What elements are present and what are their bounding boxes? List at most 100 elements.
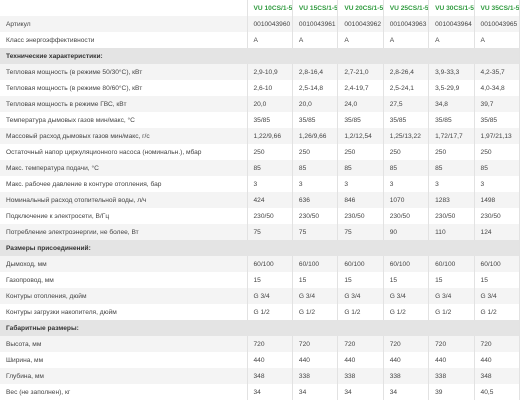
cell: 338 bbox=[383, 368, 430, 384]
cell: 3 bbox=[337, 176, 384, 192]
cell: 15 bbox=[247, 272, 293, 288]
row-label: Потребление электроэнергии, не более, Вт bbox=[0, 224, 248, 240]
cell: 4,2-35,7 bbox=[474, 64, 520, 80]
cell: 846 bbox=[337, 192, 384, 208]
cell: 35/85 bbox=[292, 112, 339, 128]
row-label: Остаточный напор циркуляционного насоса … bbox=[0, 144, 248, 160]
cell: 230/50 bbox=[292, 208, 339, 224]
cell: 85 bbox=[337, 160, 384, 176]
cell: G 3/4 bbox=[292, 288, 339, 304]
row-label: Дымоход, мм bbox=[0, 256, 248, 272]
data-row: Подключение к электросети, В/Гц 230/50 230… bbox=[0, 208, 520, 224]
cell: 34 bbox=[292, 384, 339, 400]
cell: 1283 bbox=[428, 192, 475, 208]
data-row: Макс. температура подачи, °C 85 85 85 85 85 85 bbox=[0, 160, 520, 176]
cell: 230/50 bbox=[337, 208, 384, 224]
data-row: Температура дымовых газов мин/макс, °C 35… bbox=[0, 112, 520, 128]
cell: 250 bbox=[247, 144, 293, 160]
cell: 60/100 bbox=[474, 256, 520, 272]
row-label: Тепловая мощность (в режиме 80/60°C), кВ… bbox=[0, 80, 248, 96]
cell: 230/50 bbox=[383, 208, 430, 224]
cell: 2,9-10,9 bbox=[247, 64, 293, 80]
cell: 2,5-24,1 bbox=[383, 80, 430, 96]
cell: 85 bbox=[292, 160, 339, 176]
cell: A bbox=[292, 32, 339, 48]
row-label: Тепловая мощность (в режиме 50/30°C), кВ… bbox=[0, 64, 248, 80]
row-label: Глубина, мм bbox=[0, 368, 248, 384]
cell: G 3/4 bbox=[247, 288, 293, 304]
cell: 60/100 bbox=[383, 256, 430, 272]
cell: 0010043960 bbox=[247, 16, 293, 32]
section-row: Габаритные размеры: bbox=[0, 320, 520, 336]
data-row: Потребление электроэнергии, не более, Вт… bbox=[0, 224, 520, 240]
cell: 338 bbox=[428, 368, 475, 384]
section-title: Габаритные размеры: bbox=[0, 320, 520, 336]
cell: 250 bbox=[337, 144, 384, 160]
row-label: Макс. рабочее давление в контуре отоплен… bbox=[0, 176, 248, 192]
cell: 85 bbox=[383, 160, 430, 176]
cell: 60/100 bbox=[247, 256, 293, 272]
cell: 338 bbox=[337, 368, 384, 384]
column-header: VU 30CS/1-5 bbox=[428, 0, 475, 16]
cell: 250 bbox=[474, 144, 520, 160]
cell: 636 bbox=[292, 192, 339, 208]
row-label: Ширина, мм bbox=[0, 352, 248, 368]
cell: 2,8-26,4 bbox=[383, 64, 430, 80]
cell: 3 bbox=[383, 176, 430, 192]
cell: 3,5-29,9 bbox=[428, 80, 475, 96]
data-row: Класс энергоэффективности A A A A A A bbox=[0, 32, 520, 48]
cell: 39 bbox=[428, 384, 475, 400]
cell: G 3/4 bbox=[337, 288, 384, 304]
cell: 0010043962 bbox=[337, 16, 384, 32]
data-row: Вес (не заполнен), кг 34 34 34 34 39 40,5 bbox=[0, 384, 520, 400]
row-label: Массовый расход дымовых газов мин/макс, … bbox=[0, 128, 248, 144]
cell: 1070 bbox=[383, 192, 430, 208]
cell: G 1/2 bbox=[383, 304, 430, 320]
cell: 2,7-21,0 bbox=[337, 64, 384, 80]
cell: 110 bbox=[428, 224, 475, 240]
cell: 75 bbox=[247, 224, 293, 240]
row-label: Тепловая мощность в режиме ГВС, кВт bbox=[0, 96, 248, 112]
cell: 1498 bbox=[474, 192, 520, 208]
cell: G 1/2 bbox=[474, 304, 520, 320]
cell: 720 bbox=[337, 336, 384, 352]
cell: G 1/2 bbox=[337, 304, 384, 320]
cell: 34 bbox=[383, 384, 430, 400]
cell: G 3/4 bbox=[428, 288, 475, 304]
cell: 1,72/17,7 bbox=[428, 128, 475, 144]
column-header: VU 35CS/1-5 bbox=[474, 0, 520, 16]
section-title: Технические характеристики: bbox=[0, 48, 520, 64]
data-row: Тепловая мощность в режиме ГВС, кВт 20,0 2… bbox=[0, 96, 520, 112]
cell: A bbox=[337, 32, 384, 48]
cell: 60/100 bbox=[428, 256, 475, 272]
cell: 230/50 bbox=[247, 208, 293, 224]
data-row: Ширина, мм 440 440 440 440 440 440 bbox=[0, 352, 520, 368]
cell: 3 bbox=[247, 176, 293, 192]
cell: 440 bbox=[247, 352, 293, 368]
cell: 1,97/21,13 bbox=[474, 128, 520, 144]
data-row: Дымоход, мм 60/100 60/100 60/100 60/100 60/10… bbox=[0, 256, 520, 272]
cell: 85 bbox=[474, 160, 520, 176]
cell: 720 bbox=[383, 336, 430, 352]
cell: 35/85 bbox=[337, 112, 384, 128]
data-row: Контуры загрузки накопителя, дюйм G 1/2 G … bbox=[0, 304, 520, 320]
cell: 15 bbox=[383, 272, 430, 288]
column-header: VU 20CS/1-5 bbox=[337, 0, 384, 16]
column-header: VU 25CS/1-5 bbox=[383, 0, 430, 16]
section-row: Технические характеристики: bbox=[0, 48, 520, 64]
cell: 3,9-33,3 bbox=[428, 64, 475, 80]
cell: 0010043964 bbox=[428, 16, 475, 32]
cell: 348 bbox=[247, 368, 293, 384]
cell: 15 bbox=[428, 272, 475, 288]
row-label: Температура дымовых газов мин/макс, °C bbox=[0, 112, 248, 128]
cell: G 3/4 bbox=[383, 288, 430, 304]
data-row: Тепловая мощность (в режиме 50/30°C), кВ… bbox=[0, 64, 520, 80]
header-row: VU 10CS/1-5 VU 15CS/1-5 VU 20CS/1-5 VU 25CS… bbox=[0, 0, 520, 16]
cell: 15 bbox=[474, 272, 520, 288]
cell: 720 bbox=[292, 336, 339, 352]
cell: 3 bbox=[292, 176, 339, 192]
section-title: Размеры присоединений: bbox=[0, 240, 520, 256]
data-row: Макс. рабочее давление в контуре отоплен… bbox=[0, 176, 520, 192]
cell: 35/85 bbox=[247, 112, 293, 128]
